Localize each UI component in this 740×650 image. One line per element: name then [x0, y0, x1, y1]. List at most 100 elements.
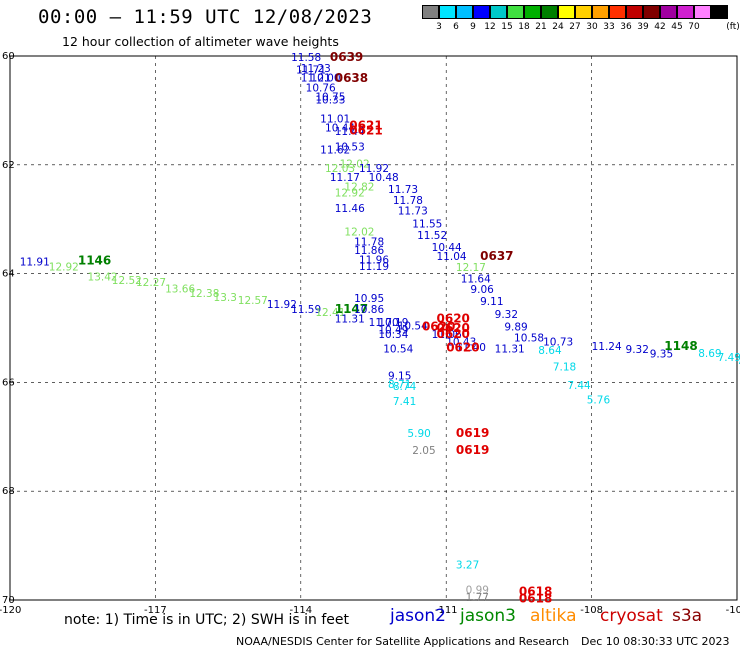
wave-height-label: 11.62 — [320, 144, 350, 156]
legend-label: 12 — [484, 22, 496, 32]
legend-swatch — [558, 5, 575, 19]
y-tick-label: 64 — [2, 269, 15, 280]
wave-height-label: 7.44 — [567, 380, 591, 392]
legend-swatch — [609, 5, 626, 19]
wave-height-label: 8.64 — [538, 345, 562, 357]
wave-height-label: 10.43 — [446, 336, 476, 348]
wave-height-label: 12.41 — [315, 307, 345, 319]
wave-height-label: 11.92 — [359, 163, 389, 175]
legend-swatch — [643, 5, 660, 19]
wave-height-label: 5.90 — [407, 428, 430, 440]
legend-label: 24 — [552, 22, 564, 32]
wave-height-label: 11.19 — [359, 261, 389, 273]
wave-height-label: 10.58 — [514, 333, 544, 345]
legend-swatch — [694, 5, 711, 19]
wave-height-label: 10.49 — [378, 324, 408, 336]
y-tick-label: 62 — [2, 160, 15, 171]
wave-height-label: 10.44 — [432, 242, 462, 254]
legend-swatch — [490, 5, 507, 19]
legend-label: 33 — [603, 22, 615, 32]
wave-height-label: 9.35 — [650, 348, 673, 360]
legend-label: 42 — [654, 22, 666, 32]
wave-height-label: 11.70 — [369, 317, 399, 329]
x-tick-label: -114 — [289, 605, 312, 616]
timestamp: Dec 10 08:30:33 UTC 2023 — [581, 635, 730, 648]
legend-label: 6 — [453, 22, 459, 32]
wave-height-label: 9.32 — [495, 309, 518, 321]
legend-swatch — [626, 5, 643, 19]
wave-height-label: 9.06 — [470, 284, 494, 296]
legend-swatch — [711, 5, 728, 19]
wave-height-label: 11.04 — [437, 251, 467, 263]
legend-swatch — [575, 5, 592, 19]
legend-label: 9 — [470, 22, 476, 32]
wave-height-label: 9.32 — [626, 344, 649, 356]
y-tick-label: 66 — [2, 377, 15, 388]
time-label: 0619 — [456, 443, 489, 457]
footnote: note: 1) Time is in UTC; 2) SWH is in fe… — [64, 612, 350, 628]
wave-height-label: 11.31 — [495, 343, 525, 355]
wave-height-label: 11.96 — [359, 254, 389, 266]
plot-frame — [9, 55, 738, 601]
time-label: 0619 — [456, 426, 489, 440]
wave-height-label: 7.10 — [737, 355, 740, 367]
wave-height-label: 8.71 — [388, 379, 411, 391]
satellite-label-jason2: jason2 — [390, 606, 446, 626]
legend-swatch — [439, 5, 456, 19]
y-tick-label: 70 — [2, 595, 15, 606]
wave-height-label: 13.66 — [165, 284, 195, 296]
wave-height-label: 12.52 — [112, 275, 142, 287]
wave-height-label: 12.02 — [344, 227, 374, 239]
wave-height-label: 12.02 — [340, 159, 370, 171]
time-label: 1146 — [78, 253, 111, 267]
wave-height-label: 11.01 — [320, 113, 350, 125]
wave-height-label: 2.05 — [412, 445, 435, 457]
wave-height-label: 1.77 — [466, 592, 489, 604]
wave-height-label: 11.64 — [461, 273, 491, 285]
wave-height-label: 9.11 — [480, 296, 503, 308]
legend-label: 30 — [586, 22, 598, 32]
legend-swatch — [660, 5, 677, 19]
satellite-label-s3a: s3a — [672, 606, 703, 626]
wave-height-label: 11.21 — [301, 73, 331, 85]
time-label: 0638 — [335, 71, 368, 85]
x-tick-label: -111 — [435, 605, 458, 616]
time-label: 0620 — [437, 312, 470, 326]
wave-height-label: 11.46 — [335, 203, 365, 215]
wave-height-label: 11.91 — [20, 256, 50, 268]
wave-height-label: 10.86 — [354, 304, 384, 316]
wave-height-label: 12.92 — [49, 261, 79, 273]
y-tick-label: 60 — [2, 51, 15, 62]
legend-swatch — [456, 5, 473, 19]
wave-height-label: 10.54 — [383, 343, 413, 355]
wave-height-label: 11.44 — [335, 126, 365, 138]
legend-swatch — [541, 5, 558, 19]
legend-swatch — [524, 5, 541, 19]
wave-height-label: 10.53 — [335, 142, 365, 154]
credit-line: NOAA/NESDIS Center for Satellite Applica… — [236, 635, 570, 648]
legend-label: 3 — [436, 22, 442, 32]
x-tick-label: -105 — [726, 605, 740, 616]
legend-swatch — [592, 5, 609, 19]
wave-height-label: 7.41 — [393, 396, 416, 408]
wave-height-label: 11.78 — [393, 195, 423, 207]
legend-label: 45 — [671, 22, 683, 32]
wave-height-label: 9.15 — [388, 371, 411, 383]
time-label: 0620 — [422, 320, 455, 334]
legend-label: 27 — [569, 22, 581, 32]
legend-swatch — [422, 5, 439, 19]
wave-height-label: 8.74 — [393, 381, 417, 393]
time-label: 0637 — [480, 249, 513, 263]
wave-height-label: 11.40 — [456, 342, 486, 354]
wave-height-label: 10.00 — [310, 73, 340, 85]
chart-subtitle: 12 hour collection of altimeter wave hei… — [62, 34, 339, 49]
wave-height-label: 5.76 — [587, 395, 611, 407]
wave-height-label: 11.92 — [267, 299, 297, 311]
wave-height-label: 11.24 — [592, 341, 622, 353]
wave-height-label: 10.48 — [369, 172, 399, 184]
wave-height-label: 7.49 — [718, 352, 740, 364]
wave-height-label: 10.34 — [378, 329, 408, 341]
legend-unit: (ft) — [726, 22, 740, 32]
wave-height-label: 10.44 — [325, 123, 355, 135]
